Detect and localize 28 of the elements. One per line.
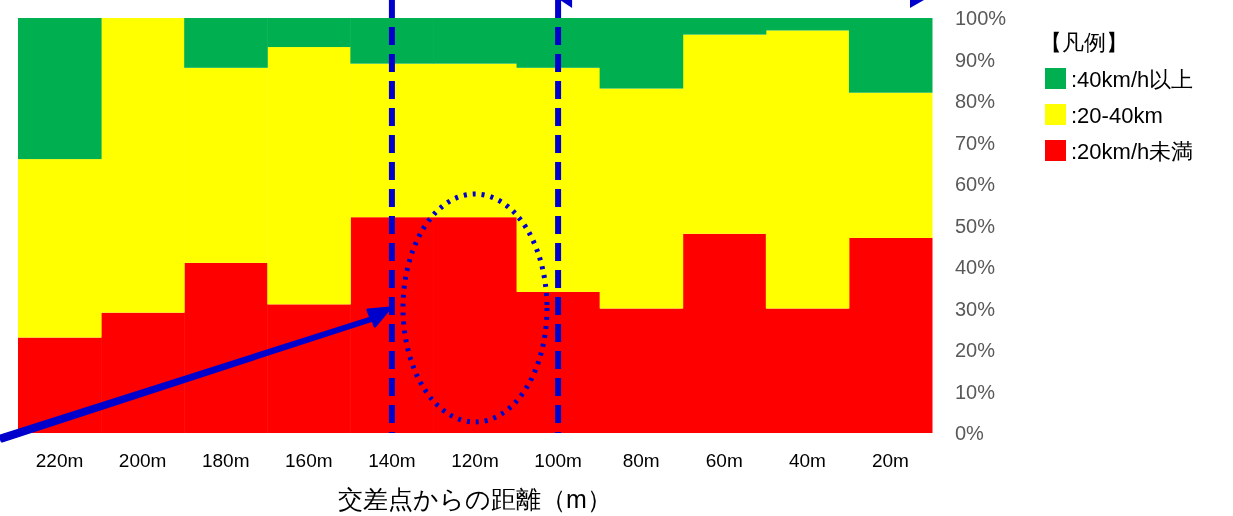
- x-tick-label: 120m: [451, 450, 499, 471]
- x-tick-label: 40m: [788, 450, 826, 471]
- y-tick-label: 100%: [955, 7, 1007, 29]
- x-tick-label: 200m: [118, 450, 167, 471]
- x-tick-label: 20m: [871, 450, 909, 471]
- x-tick-label: 140m: [368, 450, 416, 471]
- x-tick-label: 160m: [285, 450, 333, 471]
- y-tick-label: 40%: [955, 256, 996, 278]
- legend-title: 【凡例】: [1040, 30, 1128, 55]
- y-tick-label: 0%: [955, 422, 985, 444]
- legend-label: :40km/h以上: [1071, 67, 1194, 92]
- bar: [18, 18, 102, 160]
- y-tick-label: 10%: [955, 380, 996, 403]
- x-tick-label: 60m: [705, 450, 743, 471]
- y-tick-label: 90%: [955, 48, 996, 71]
- legend-label: :20km/h未満: [1071, 139, 1194, 164]
- x-tick-label: 180m: [201, 450, 250, 471]
- y-tick-label: 50%: [955, 214, 996, 237]
- y-tick-label: 30%: [955, 297, 996, 320]
- x-tick-label: 220m: [35, 450, 84, 471]
- y-tick-label: 70%: [955, 131, 996, 154]
- y-tick-label: 20%: [955, 339, 996, 361]
- y-tick-label: 80%: [955, 90, 996, 112]
- legend-label: :20-40km: [1071, 103, 1163, 128]
- x-axis-title: 交差点からの距離（m）: [338, 485, 612, 513]
- x-tick-label: 100m: [534, 450, 582, 471]
- y-tick-label: 60%: [955, 173, 996, 195]
- x-tick-label: 80m: [622, 450, 660, 471]
